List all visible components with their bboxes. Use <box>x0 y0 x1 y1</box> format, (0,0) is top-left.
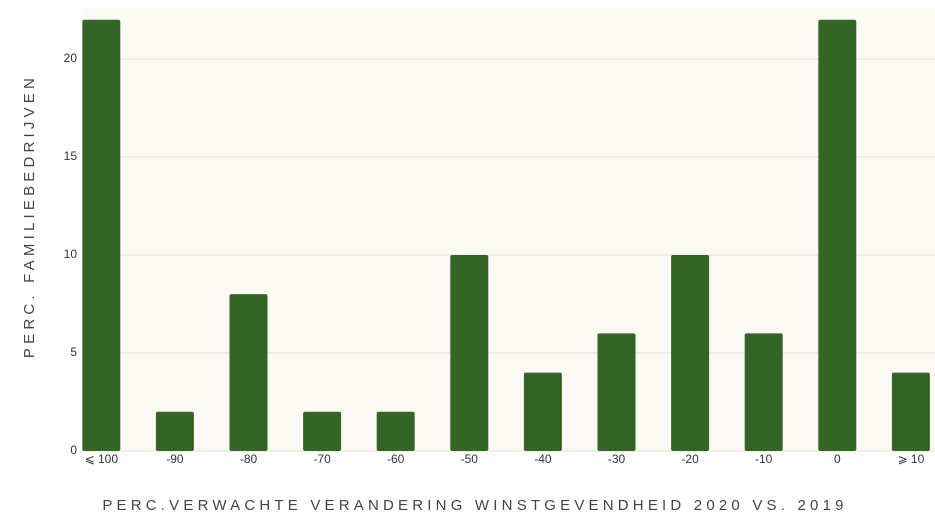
bar <box>155 411 194 451</box>
x-tick-label: -20 <box>681 452 699 466</box>
x-tick-label: ⩾ 10 <box>898 452 925 466</box>
x-tick-label: -90 <box>166 452 184 466</box>
x-tick-label: -40 <box>534 452 552 466</box>
x-tick-label: 0 <box>834 452 841 466</box>
bar <box>671 254 710 451</box>
grid <box>83 58 935 452</box>
x-tick-label: ⩽ 100 <box>85 452 119 466</box>
y-tick-label: 10 <box>64 247 78 261</box>
marks <box>82 19 930 452</box>
y-tick-label: 20 <box>64 51 78 65</box>
x-tick-label: -50 <box>461 452 479 466</box>
bar <box>82 19 121 452</box>
x-tick-label: -70 <box>313 452 331 466</box>
bar <box>523 372 562 451</box>
y-axis-title: PERC. FAMILIEBEDRIJVEN <box>21 74 38 358</box>
bar <box>818 19 857 452</box>
y-tick-label: 15 <box>64 149 78 163</box>
x-tick-label: -10 <box>755 452 773 466</box>
y-tick-label: 0 <box>70 443 77 457</box>
bar <box>891 372 930 451</box>
bar <box>376 411 415 451</box>
bar <box>744 333 783 451</box>
x-axis-title: PERC.VERWACHTE VERANDERING WINSTGEVENDHE… <box>102 497 847 513</box>
bar <box>303 411 342 451</box>
x-tick-label: -30 <box>608 452 626 466</box>
bar <box>229 294 268 451</box>
y-tick-label: 5 <box>70 345 77 359</box>
bar <box>597 333 636 451</box>
bar <box>450 254 489 451</box>
plot-background <box>83 8 935 451</box>
x-tick-label: -60 <box>387 452 405 466</box>
x-tick-label: -80 <box>240 452 258 466</box>
